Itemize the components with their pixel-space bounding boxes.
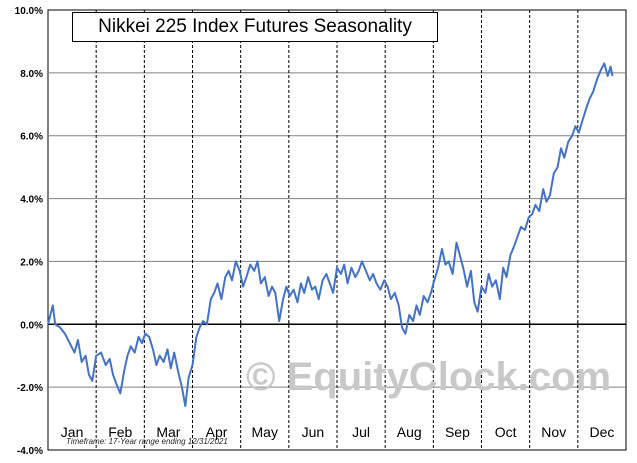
x-month-label: May bbox=[252, 424, 278, 440]
x-month-label: Mar bbox=[156, 424, 180, 440]
series-line bbox=[47, 62, 614, 407]
x-month-label: Aug bbox=[397, 424, 422, 440]
x-month-label: Apr bbox=[206, 424, 228, 440]
footnote: Timeframe: 17-Year range ending 12/31/20… bbox=[66, 437, 228, 446]
x-month-label: Nov bbox=[541, 424, 566, 440]
x-month-label: Jan bbox=[61, 424, 84, 440]
y-tick-label: 2.0% bbox=[20, 257, 43, 268]
y-tick-label: -2.0% bbox=[17, 383, 43, 394]
y-tick-label: 4.0% bbox=[20, 195, 43, 206]
y-tick-label: 8.0% bbox=[20, 69, 43, 80]
x-month-label: Dec bbox=[589, 424, 614, 440]
x-month-label: Feb bbox=[108, 424, 132, 440]
chart-title: Nikkei 225 Index Futures Seasonality bbox=[72, 12, 438, 42]
x-month-label: Sep bbox=[445, 424, 470, 440]
y-tick-label: 6.0% bbox=[20, 132, 43, 143]
y-tick-label: 0.0% bbox=[20, 320, 43, 331]
watermark-text: © EquityClock.com bbox=[246, 354, 612, 399]
x-axis-month-labels: Jan Feb Mar Apr May Jun Jul Aug Sep Oct Nov Dec bbox=[61, 424, 615, 440]
grid-lines bbox=[47, 10, 627, 450]
x-month-label: Oct bbox=[495, 424, 517, 440]
y-axis-tick-labels: 10.0% 8.0% 6.0% 4.0% 2.0% 0.0% -2.0% -4.0% bbox=[15, 6, 43, 457]
y-tick-label: -4.0% bbox=[17, 446, 43, 457]
x-month-label: Jul bbox=[352, 424, 370, 440]
x-month-label: Jun bbox=[302, 424, 325, 440]
y-tick-label: 10.0% bbox=[15, 6, 43, 17]
